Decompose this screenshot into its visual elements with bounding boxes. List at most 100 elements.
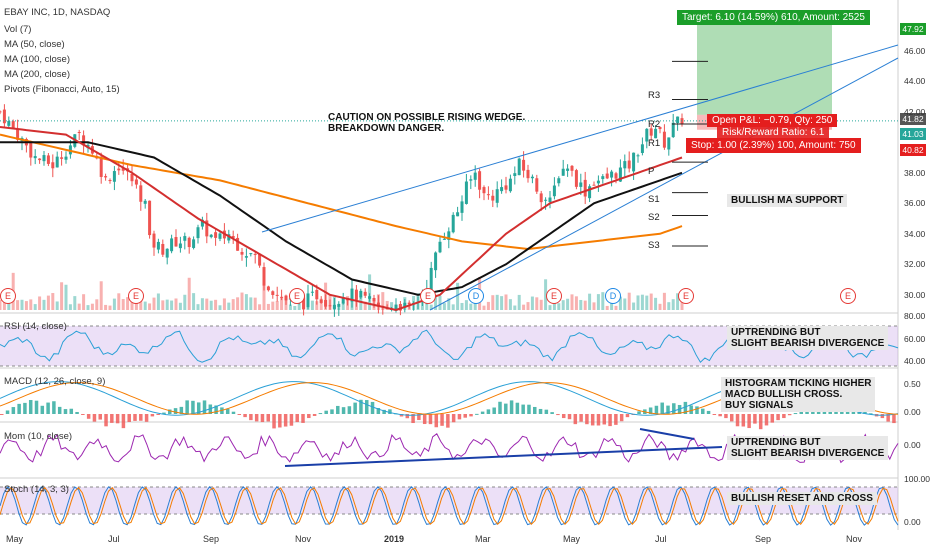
- rsi-pane-title[interactable]: RSI (14, close): [4, 321, 67, 332]
- candle-body: [557, 178, 561, 184]
- indicator-label-vol[interactable]: Vol (7): [4, 24, 32, 35]
- mom-pane-title[interactable]: Mom (10, close): [4, 431, 73, 442]
- pivot-s3-label: S3: [648, 240, 660, 251]
- volume-bar: [271, 301, 275, 310]
- moving-averages: [0, 126, 683, 312]
- volume-bar: [618, 296, 622, 310]
- macd-histogram-bar: [637, 411, 641, 414]
- risk-reward-box[interactable]: Risk/Reward Ratio: 6.1: [717, 127, 830, 138]
- volume-bar: [359, 296, 363, 310]
- earnings-marker[interactable]: E: [546, 288, 562, 304]
- indicator-label-ma100[interactable]: MA (100, close): [4, 54, 70, 65]
- macd-histogram-bar: [283, 414, 288, 427]
- candle-body: [77, 132, 81, 134]
- volume-bar: [236, 297, 240, 310]
- macd-histogram-bar: [336, 405, 340, 414]
- macd-histogram-bar: [498, 401, 502, 414]
- time-tick-label: Mar: [475, 534, 491, 544]
- candle-body: [544, 199, 548, 201]
- macd-histogram-bar: [23, 402, 27, 414]
- dividend-marker[interactable]: D: [605, 288, 621, 304]
- stoch-pane-title[interactable]: Stoch (14, 3, 3): [4, 484, 69, 495]
- open-pl-box[interactable]: Open P&L: −0.79, Qty: 250: [707, 114, 838, 127]
- volume-bar: [588, 293, 592, 310]
- volume-bar: [508, 299, 512, 310]
- macd-histogram-bar: [422, 414, 427, 425]
- candle-body: [566, 168, 570, 171]
- candle-body: [104, 176, 108, 178]
- candle-body: [354, 289, 358, 300]
- earnings-marker[interactable]: E: [0, 288, 16, 304]
- candle-body: [218, 233, 222, 239]
- candle-body: [654, 128, 658, 139]
- target-price-tag: 47.92: [900, 23, 926, 35]
- macd-pane-title[interactable]: MACD (12, 26, close, 9): [4, 376, 106, 387]
- candle-body: [438, 241, 442, 253]
- macd-histogram-bar: [11, 407, 16, 414]
- candle-body: [178, 243, 182, 249]
- earnings-marker[interactable]: E: [840, 288, 856, 304]
- candle-body: [130, 173, 134, 182]
- earnings-marker[interactable]: E: [678, 288, 694, 304]
- macd-histogram-bar: [689, 405, 693, 414]
- candle-body: [143, 200, 147, 204]
- macd-histogram-bar: [376, 408, 381, 414]
- volume-bar: [73, 296, 77, 310]
- dividend-marker[interactable]: D: [468, 288, 484, 304]
- wedge-lower-trendline: [429, 57, 899, 311]
- candle-body: [11, 121, 15, 129]
- macd-histogram-bar: [770, 414, 775, 423]
- volume-bar: [148, 303, 152, 310]
- macd-histogram-bar: [863, 410, 867, 414]
- macd-histogram-bar: [115, 414, 120, 424]
- candle-body: [376, 302, 380, 307]
- earnings-marker[interactable]: E: [289, 288, 305, 304]
- macd-histogram-bar: [243, 414, 247, 418]
- candle-body: [99, 156, 103, 177]
- volume-bar: [200, 298, 204, 310]
- indicator-label-ma50[interactable]: MA (50, close): [4, 39, 65, 50]
- candle-body: [403, 302, 407, 308]
- volume-bar: [139, 296, 143, 310]
- macd-histogram-bar: [486, 409, 491, 414]
- candle-body: [152, 233, 156, 248]
- volume-bar: [29, 299, 33, 310]
- volume-bar: [658, 303, 662, 310]
- candle-body: [662, 131, 666, 148]
- macd-histogram-bar: [5, 410, 10, 414]
- earnings-marker[interactable]: E: [128, 288, 144, 304]
- earnings-marker[interactable]: E: [420, 288, 436, 304]
- time-tick-label: May: [6, 534, 24, 544]
- macd-histogram-bar: [509, 400, 514, 414]
- target-box[interactable]: Target: 6.10 (14.59%) 610, Amount: 2525: [677, 10, 870, 25]
- candle-body: [464, 181, 468, 204]
- volume-bars: [0, 272, 684, 310]
- candle-body: [535, 178, 539, 192]
- volume-bar: [504, 294, 508, 310]
- volume-bar: [552, 298, 556, 310]
- candle-body: [614, 173, 618, 179]
- indicator-label-ma200[interactable]: MA (200, close): [4, 69, 70, 80]
- stop-box[interactable]: Stop: 1.00 (2.39%) 100, Amount: 750: [686, 138, 861, 153]
- volume-bar: [156, 293, 160, 310]
- macd-histogram-bar: [446, 414, 450, 428]
- macd-histogram-bar: [504, 403, 508, 414]
- candle-body: [627, 160, 631, 169]
- volume-bar: [319, 298, 323, 310]
- macd-histogram-bar: [735, 414, 740, 427]
- candle-body: [526, 169, 530, 179]
- indicator-label-pivots[interactable]: Pivots (Fibonacci, Auto, 15): [4, 84, 120, 95]
- time-tick-label: Jul: [655, 534, 667, 544]
- macd-histogram-bar: [411, 414, 415, 424]
- candle-body: [429, 267, 433, 291]
- candle-body: [451, 214, 455, 233]
- volume-bar: [667, 302, 671, 310]
- macd-histogram-bar: [654, 405, 659, 414]
- candle-body: [170, 238, 174, 252]
- macd-histogram-bar: [330, 409, 334, 414]
- candle-body: [456, 212, 460, 217]
- candle-body: [592, 184, 596, 186]
- volume-bar: [51, 293, 55, 310]
- volume-bar: [82, 294, 86, 310]
